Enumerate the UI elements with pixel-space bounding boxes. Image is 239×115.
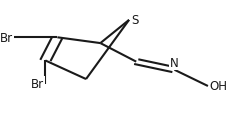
- Text: Br: Br: [31, 78, 44, 90]
- Text: OH: OH: [210, 80, 228, 93]
- Text: Br: Br: [0, 32, 13, 44]
- Text: N: N: [170, 56, 179, 69]
- Text: S: S: [131, 14, 139, 27]
